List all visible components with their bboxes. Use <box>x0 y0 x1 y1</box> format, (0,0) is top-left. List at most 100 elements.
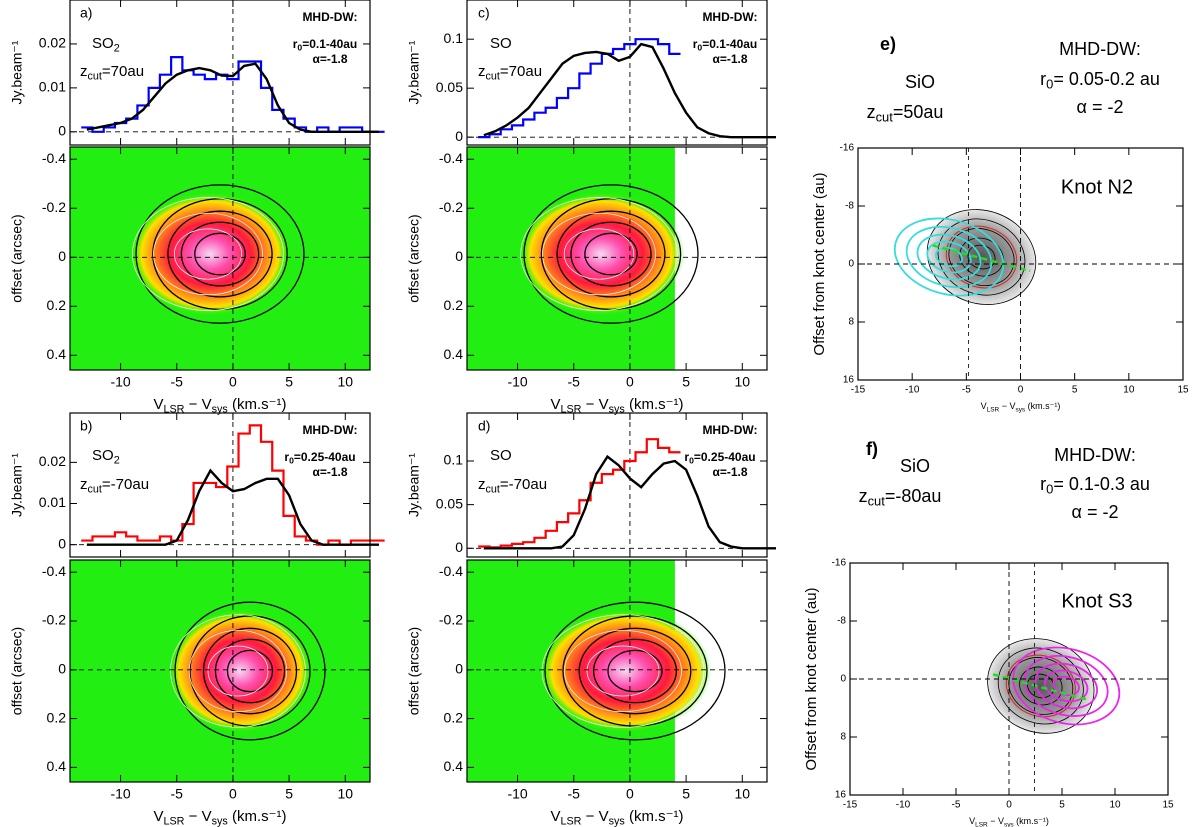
r0-label: r0= 0.1-0.3 au <box>1040 474 1150 497</box>
zcut-label-part: =-80au <box>885 486 942 506</box>
y-tick-label: 0.2 <box>47 297 67 313</box>
zcut-label-part: z <box>478 476 486 493</box>
knot-contour <box>987 638 1095 734</box>
y-tick-label: 0.4 <box>47 346 67 362</box>
y-tick-label: 0.02 <box>39 453 66 469</box>
x-axis-label: VLSR − Vsys (km.s⁻¹) <box>981 401 1061 413</box>
y-tick-label: -0.2 <box>42 612 66 628</box>
y-axis-label: Jy.beam⁻¹ <box>9 40 25 104</box>
plot-frame <box>466 0 768 146</box>
pv-obs-contour <box>564 629 682 713</box>
observed-spectrum <box>478 438 681 549</box>
zcut-label: zcut=-70au <box>80 476 149 495</box>
y-tick-label: 16 <box>843 375 855 386</box>
y-tick-label: -0.2 <box>439 199 463 215</box>
model-spectrum <box>483 454 776 550</box>
y-tick-label: -0.4 <box>439 150 463 166</box>
r0-label-part: 0 <box>1046 77 1053 92</box>
knot-emission <box>987 638 1095 734</box>
species-label: SO <box>490 35 512 52</box>
panel-label: e) <box>880 34 896 54</box>
y-tick-label: -0.4 <box>439 563 463 579</box>
species-label-part: SO <box>490 35 512 52</box>
x-tick-label: 0 <box>1018 385 1024 396</box>
pv-emission <box>538 609 712 733</box>
pv-contour <box>194 232 246 276</box>
x-axis-label-part: sys <box>212 403 229 415</box>
r0-label-part: =0.25-40au <box>294 450 356 464</box>
r0-label-part: 0 <box>289 456 294 466</box>
x-tick-label: 5 <box>1072 385 1078 396</box>
y-tick-label: 0 <box>840 674 846 685</box>
x-axis-label-part: V <box>153 808 163 825</box>
y-tick-label: 0.05 <box>436 495 463 511</box>
y-axis-label: Jy.beam⁻¹ <box>406 40 422 104</box>
r0-label: r0=0.25-40au <box>284 450 355 466</box>
knot-axis-line <box>932 244 1031 273</box>
y-tick-label: 0.05 <box>436 79 463 95</box>
y-tick-label: 8 <box>848 317 854 328</box>
r0-label-part: = 0.05-0.2 au <box>1053 69 1160 89</box>
x-axis-label: VLSR − Vsys (km.s⁻¹) <box>153 396 286 415</box>
model-contour <box>935 246 963 268</box>
y-tick-label: -16 <box>840 143 855 154</box>
y-tick-label: 0.2 <box>47 709 67 725</box>
pv-contour <box>584 232 638 276</box>
x-axis-label-part: (km.s⁻¹) <box>228 396 287 413</box>
y-tick-label: -0.4 <box>42 150 66 166</box>
zcut-label-part: =50au <box>893 102 944 122</box>
r0-label-part: r <box>684 450 689 464</box>
x-tick-label: -5 <box>171 786 184 802</box>
knot-contour <box>997 647 1084 725</box>
pv-obs-contour <box>132 197 284 311</box>
r0-label: r0=0.25-40au <box>684 450 755 466</box>
zcut-label: zcut=-70au <box>478 476 547 495</box>
alpha-label: α=-1.8 <box>712 52 747 66</box>
zcut-label-part: cut <box>88 70 102 82</box>
x-axis-label-part: V <box>969 816 975 826</box>
pv-obs-contour <box>153 212 263 296</box>
y-tick-label: 0.01 <box>39 494 66 510</box>
x-tick-label: -15 <box>851 385 866 396</box>
y-tick-label: 0 <box>58 248 66 264</box>
y-axis-label: offset (arcsec) <box>406 627 422 715</box>
x-axis-label-part: (km.s⁻¹) <box>1014 816 1049 826</box>
model-contour <box>1012 646 1121 726</box>
x-axis-label-part: (km.s⁻¹) <box>625 808 684 825</box>
model-label: MHD-DW: <box>1059 39 1141 59</box>
knot-contour <box>1008 657 1074 715</box>
x-axis-label-part: sys <box>609 403 626 415</box>
zcut-label: zcut=70au <box>80 63 144 82</box>
x-tick-label: 0 <box>626 374 634 390</box>
x-tick-label: -5 <box>568 786 581 802</box>
x-axis-label-part: (km.s⁻¹) <box>1025 401 1060 411</box>
species-label: SiO <box>905 72 935 92</box>
x-tick-label: 10 <box>337 786 353 802</box>
zcut-label-part: z <box>80 63 88 80</box>
zcut-label: zcut=70au <box>478 63 542 82</box>
y-tick-label: 0.01 <box>39 79 66 95</box>
y-tick-label: 8 <box>840 732 846 743</box>
x-axis-label-part: − V <box>184 808 211 825</box>
model-label: MHD-DW: <box>702 10 757 24</box>
model-contour <box>893 217 1005 297</box>
y-tick-label: 0 <box>848 259 854 270</box>
x-axis-label: VLSR − Vsys (km.s⁻¹) <box>550 396 683 415</box>
y-axis-label: Offset from knot center (au) <box>811 172 828 355</box>
model-contour <box>1034 662 1098 710</box>
x-axis-label-part: (km.s⁻¹) <box>228 808 287 825</box>
r0-label-part: 0 <box>697 43 702 53</box>
x-axis-label-part: − V <box>581 396 608 413</box>
model-contour <box>1044 669 1089 703</box>
y-axis-label: Jy.beam⁻¹ <box>9 453 25 517</box>
y-tick-label: 0.2 <box>444 297 464 313</box>
pv-contour <box>189 615 311 727</box>
x-axis-label: VLSR − Vsys (km.s⁻¹) <box>550 808 683 827</box>
x-axis-label-part: − V <box>581 808 608 825</box>
y-tick-label: 0 <box>58 660 66 676</box>
plot-frame <box>69 412 371 558</box>
model-spectrum <box>86 468 379 546</box>
pv-obs-contour <box>174 228 242 280</box>
x-axis-label-part: sys <box>609 815 626 827</box>
